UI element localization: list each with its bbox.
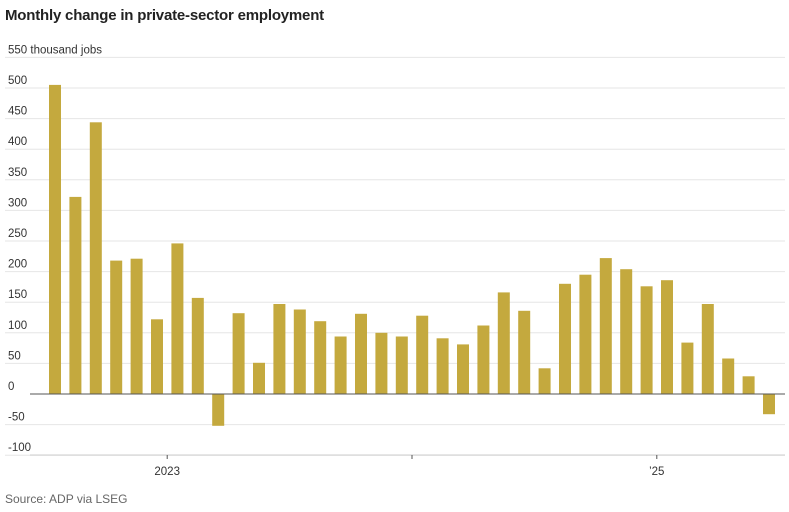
y-tick-label: -50 [8,412,25,424]
y-tick-label: 400 [8,136,27,148]
bar [599,258,612,394]
bar [518,310,531,394]
bar [253,362,265,394]
bar [742,376,755,394]
bar [212,394,225,426]
bars [49,84,775,426]
bar [171,243,184,394]
bar [232,313,245,394]
bar [701,304,714,394]
bar [89,122,102,395]
bar [69,196,82,394]
bar [334,336,347,394]
bar [477,325,490,394]
x-tick-label: 2023 [154,466,180,478]
y-tick-label: 350 [8,167,27,179]
source-note: Source: ADP via LSEG [5,492,128,506]
y-tick-label: 0 [8,381,14,393]
bar [559,283,571,394]
bar [763,394,775,415]
y-tick-label: 550 thousand jobs [8,44,102,56]
bar [457,344,469,394]
y-tick-label: 250 [8,228,27,240]
bar [640,286,653,394]
bar [273,304,286,394]
bar [314,321,327,394]
y-tick-label: 50 [8,350,21,362]
bar [395,336,408,394]
bar-chart: -100 -50 0 50 100 150 200 250 300 350 400 450 500 550… [5,44,785,478]
bar [436,338,449,394]
bar [191,297,204,394]
x-tick-label: ’25 [649,466,664,478]
bar [110,260,123,394]
bar [579,274,592,394]
bar [293,309,306,394]
bar [620,269,633,394]
y-tick-label: 500 [8,75,27,87]
bar [497,292,510,394]
bar [661,280,673,394]
bar [49,84,61,395]
chart-title: Monthly change in private-sector employm… [5,7,324,24]
bar [538,368,551,394]
bar [722,358,735,394]
bar [130,258,143,394]
x-axis-ticks: 2023 ’25 [30,454,785,478]
y-tick-label: -100 [8,442,31,454]
y-tick-label: 100 [8,320,27,332]
bar [416,315,429,394]
gridlines [5,56,785,456]
y-tick-label: 200 [8,259,27,271]
bar [151,319,163,394]
y-axis-ticks: -100 -50 0 50 100 150 200 250 300 350 400 450 500 550… [8,44,102,454]
y-tick-label: 450 [8,106,27,118]
bar [355,313,367,394]
y-tick-label: 150 [8,289,27,301]
y-tick-label: 300 [8,197,27,209]
bar [375,332,388,394]
bar [681,342,694,394]
